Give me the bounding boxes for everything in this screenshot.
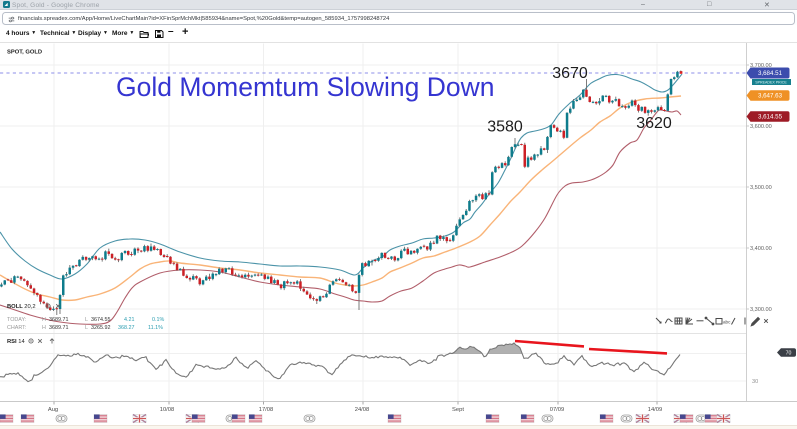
- svg-text:368.27: 368.27: [118, 325, 135, 331]
- svg-text:07/09: 07/09: [550, 407, 565, 413]
- svg-text:Gold Momemtum Slowing Down: Gold Momemtum Slowing Down: [116, 72, 495, 102]
- svg-text:Aug: Aug: [48, 407, 58, 413]
- svg-text:3,684.51: 3,684.51: [758, 70, 783, 77]
- svg-text:3670: 3670: [552, 65, 588, 82]
- svg-text:H: H: [42, 317, 46, 323]
- svg-text:10/08: 10/08: [160, 407, 175, 413]
- svg-text:RSI 14: RSI 14: [7, 339, 26, 345]
- svg-text:3,300.00: 3,300.00: [750, 307, 772, 313]
- svg-text:14/09: 14/09: [648, 407, 663, 413]
- svg-text:4.21: 4.21: [124, 317, 135, 323]
- svg-text:0.1%: 0.1%: [152, 317, 164, 323]
- svg-text:SPREADEX PRICE: SPREADEX PRICE: [755, 81, 787, 85]
- svg-text:H: H: [42, 325, 46, 331]
- svg-text:L: L: [85, 317, 88, 323]
- svg-text:L: L: [85, 325, 88, 331]
- svg-text:3,400.00: 3,400.00: [750, 246, 772, 252]
- svg-text:SPOT, GOLD: SPOT, GOLD: [7, 50, 42, 56]
- svg-text:3,700.00: 3,700.00: [750, 63, 772, 69]
- svg-text:CHART:: CHART:: [7, 325, 26, 331]
- svg-text:3674.55: 3674.55: [91, 317, 111, 323]
- svg-text:TODAY:: TODAY:: [7, 317, 26, 323]
- svg-text:3689.71: 3689.71: [49, 325, 69, 331]
- svg-text:3,614.55: 3,614.55: [758, 114, 783, 121]
- svg-text:3580: 3580: [487, 119, 523, 136]
- svg-text:abc: abc: [723, 320, 731, 325]
- svg-text:BOLL 20,2: BOLL 20,2: [7, 304, 36, 310]
- svg-text:3,647.63: 3,647.63: [758, 93, 783, 100]
- svg-text:70: 70: [786, 350, 792, 356]
- svg-text:24/08: 24/08: [355, 407, 370, 413]
- svg-text:30: 30: [752, 379, 758, 385]
- svg-text:3689.71: 3689.71: [49, 317, 69, 323]
- svg-text:3,500.00: 3,500.00: [750, 185, 772, 191]
- svg-text:3620: 3620: [636, 115, 672, 132]
- svg-text:Sept: Sept: [452, 407, 464, 413]
- svg-text:11.1%: 11.1%: [148, 325, 163, 331]
- svg-text:3,600.00: 3,600.00: [750, 124, 772, 130]
- svg-text:17/08: 17/08: [259, 407, 274, 413]
- svg-text:3265.92: 3265.92: [91, 325, 111, 331]
